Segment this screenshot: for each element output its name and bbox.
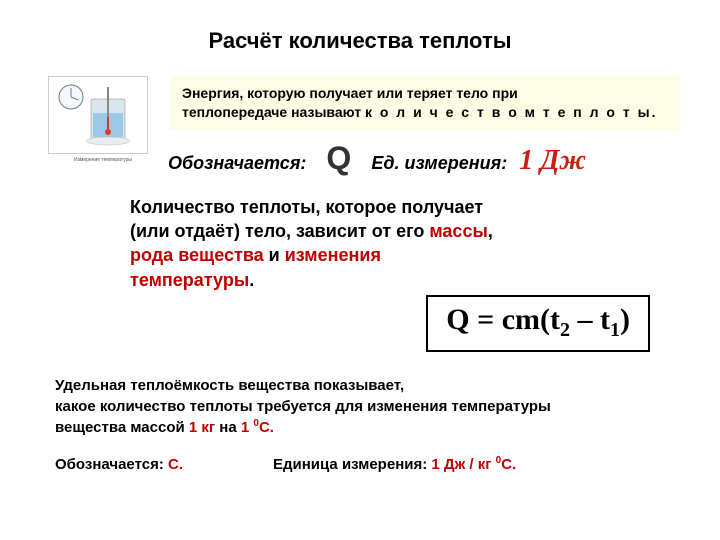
definition-line2b: к о л и ч е с т в о м т е п л о т ы. [365, 104, 658, 120]
definition-line1: Энергия, которую получает или теряет тел… [182, 85, 518, 101]
specific-symbol: Обозначается: С. [55, 454, 183, 475]
formula-close: ) [620, 303, 630, 336]
formula-q: Q [446, 303, 469, 336]
para-and: и [264, 245, 285, 265]
unit-label: Ед. измерения: [371, 153, 507, 174]
para-text-2: (или отдаёт) тело, зависит от его [130, 221, 429, 241]
spec-unit-label: Единица измерения: [273, 456, 431, 473]
spec-kg: 1 кг [189, 419, 215, 436]
formula-eq: = cm(t [470, 303, 560, 336]
spec-c: С [168, 456, 179, 473]
para-mass: массы [429, 221, 487, 241]
spec-dot2: . [179, 456, 183, 473]
spec-label: Обозначается: [55, 456, 168, 473]
symbol-q: Q [326, 140, 351, 177]
para-text-1: Количество теплоты, которое получает [130, 197, 483, 217]
notation-row: Обозначается: Q Ед. измерения: 1 Дж [168, 140, 680, 177]
specific-line3: вещества массой 1 кг на 1 0С. [55, 417, 665, 438]
formula-sub1: 1 [610, 319, 620, 341]
para-dot: . [249, 270, 254, 290]
spec-l3a: вещества массой [55, 419, 189, 436]
specific-heat-block: Удельная теплоёмкость вещества показывае… [55, 375, 665, 475]
definition-line2a: теплопередаче называют [182, 104, 365, 120]
illustration-caption: Измерение температуры [48, 157, 158, 163]
page-title: Расчёт количества теплоты [0, 0, 720, 54]
para-comma: , [488, 221, 493, 241]
specific-line2: какое количество теплоты требуется для и… [55, 396, 665, 417]
spec-unit-val: 1 Дж / кг 0С. [431, 456, 516, 473]
specific-line1: Удельная теплоёмкость вещества показывае… [55, 375, 665, 396]
para-substance: рода вещества [130, 245, 264, 265]
spec-l3b: на [215, 419, 241, 436]
unit-value: 1 Дж [519, 145, 586, 177]
formula-box: Q = cm(t2 – t1) [426, 295, 650, 352]
illustration: Измерение температуры [48, 76, 158, 171]
definition-box: Энергия, которую получает или теряет тел… [170, 76, 680, 130]
spec-deg: 1 0С. [241, 419, 274, 436]
definition-and-notation: Энергия, которую получает или теряет тел… [158, 76, 680, 177]
specific-unit: Единица измерения: 1 Дж / кг 0С. [273, 454, 516, 475]
formula-sub2: 2 [560, 319, 570, 341]
specific-notation-row: Обозначается: С. Единица измерения: 1 Дж… [55, 454, 665, 475]
formula-minus: – t [570, 303, 610, 336]
top-row: Измерение температуры Энергия, которую п… [0, 76, 720, 177]
notation-label: Обозначается: [168, 153, 306, 174]
thermometer-glass-icon [49, 77, 149, 155]
dependency-paragraph: Количество теплоты, которое получает (ил… [0, 177, 560, 292]
